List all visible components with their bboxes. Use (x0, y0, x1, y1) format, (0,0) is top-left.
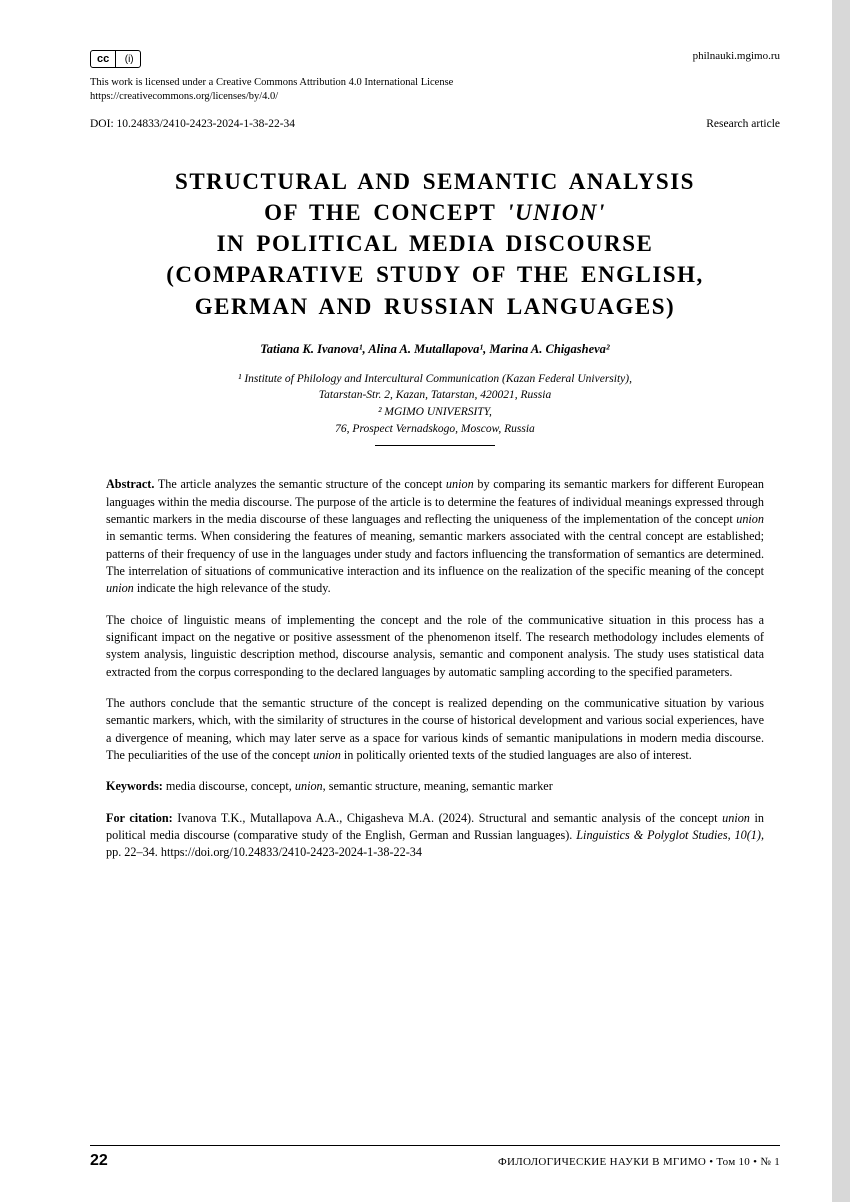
abstract-p1d: indicate the high relevance of the study… (134, 581, 331, 595)
cc-license-badge: cc (i) (90, 50, 141, 68)
article-type: Research article (706, 118, 780, 130)
keywords-union: union (295, 779, 323, 793)
page-footer: 22 ФИЛОЛОГИЧЕСКИЕ НАУКИ В МГИМО • Том 10… (90, 1145, 780, 1170)
keywords-a: media discourse, concept, (163, 779, 295, 793)
title-line5: GERMAN AND RUSSIAN LANGUAGES) (195, 294, 675, 319)
abstract-paragraph-2: The choice of linguistic means of implem… (106, 612, 764, 681)
affiliations-block: ¹ Institute of Philology and Intercultur… (90, 371, 780, 438)
abstract-paragraph-3: The authors conclude that the semantic s… (106, 695, 764, 764)
site-url: philnauki.mgimo.ru (693, 50, 780, 62)
abstract-paragraph-1: Abstract. The article analyzes the seman… (106, 476, 764, 597)
article-title: STRUCTURAL AND SEMANTIC ANALYSIS OF THE … (90, 166, 780, 321)
abstract-union1: union (446, 477, 474, 491)
abstract-label: Abstract. (106, 477, 154, 491)
license-line2: https://creativecommons.org/licenses/by/… (90, 91, 278, 102)
citation-block: For citation: Ivanova T.K., Mutallapova … (106, 810, 764, 862)
abstract-p1a: The article analyzes the semantic struct… (154, 477, 446, 491)
affiliation-line4: 76, Prospect Vernadskogo, Moscow, Russia (335, 423, 535, 435)
abstract-union3: union (106, 581, 134, 595)
affiliation-line1: ¹ Institute of Philology and Intercultur… (238, 373, 632, 385)
title-line1: STRUCTURAL AND SEMANTIC ANALYSIS (175, 169, 695, 194)
license-line1: This work is licensed under a Creative C… (90, 77, 453, 88)
abstract-p2: The choice of linguistic means of implem… (106, 613, 764, 679)
affiliation-line3: ² MGIMO UNIVERSITY, (378, 406, 492, 418)
title-line4: (COMPARATIVE STUDY OF THE ENGLISH, (166, 262, 704, 287)
doi-row: DOI: 10.24833/2410-2423-2024-1-38-22-34 … (90, 118, 780, 130)
title-line3: IN POLITICAL MEDIA DISCOURSE (217, 231, 654, 256)
authors-line: Tatiana K. Ivanova¹, Alina A. Mutallapov… (90, 342, 780, 357)
cc-icon: cc (91, 51, 116, 67)
abstract-p3b: in politically oriented texts of the stu… (341, 748, 692, 762)
keywords-label: Keywords: (106, 779, 163, 793)
footer-journal-info: ФИЛОЛОГИЧЕСКИЕ НАУКИ В МГИМО • Том 10 • … (498, 1156, 780, 1168)
license-text: This work is licensed under a Creative C… (90, 76, 780, 104)
title-divider (375, 445, 495, 446)
abstract-union2: union (736, 512, 764, 526)
doi-text: DOI: 10.24833/2410-2423-2024-1-38-22-34 (90, 118, 295, 130)
margin-band (832, 0, 850, 1202)
page-number: 22 (90, 1152, 108, 1170)
abstract-union4: union (313, 748, 341, 762)
citation-c: pp. 22–34. https://doi.org/10.24833/2410… (106, 845, 422, 859)
header-top-row: cc (i) philnauki.mgimo.ru (90, 50, 780, 68)
citation-journal: Linguistics & Polyglot Studies, 10(1), (576, 828, 764, 842)
cc-badge-wrap: cc (i) (90, 50, 141, 68)
abstract-p1c: in semantic terms. When considering the … (106, 529, 764, 578)
citation-a: Ivanova T.K., Mutallapova A.A., Chigashe… (173, 811, 722, 825)
title-line2b: 'UNION' (507, 200, 606, 225)
affiliation-line2: Tatarstan-Str. 2, Kazan, Tatarstan, 4200… (319, 389, 551, 401)
keywords-line: Keywords: media discourse, concept, unio… (106, 778, 764, 795)
title-line2a: OF THE CONCEPT (264, 200, 507, 225)
citation-label: For citation: (106, 811, 173, 825)
keywords-b: , semantic structure, meaning, semantic … (323, 779, 553, 793)
by-icon: (i) (119, 52, 140, 67)
citation-union: union (722, 811, 750, 825)
page-container: cc (i) philnauki.mgimo.ru This work is l… (0, 0, 850, 1202)
